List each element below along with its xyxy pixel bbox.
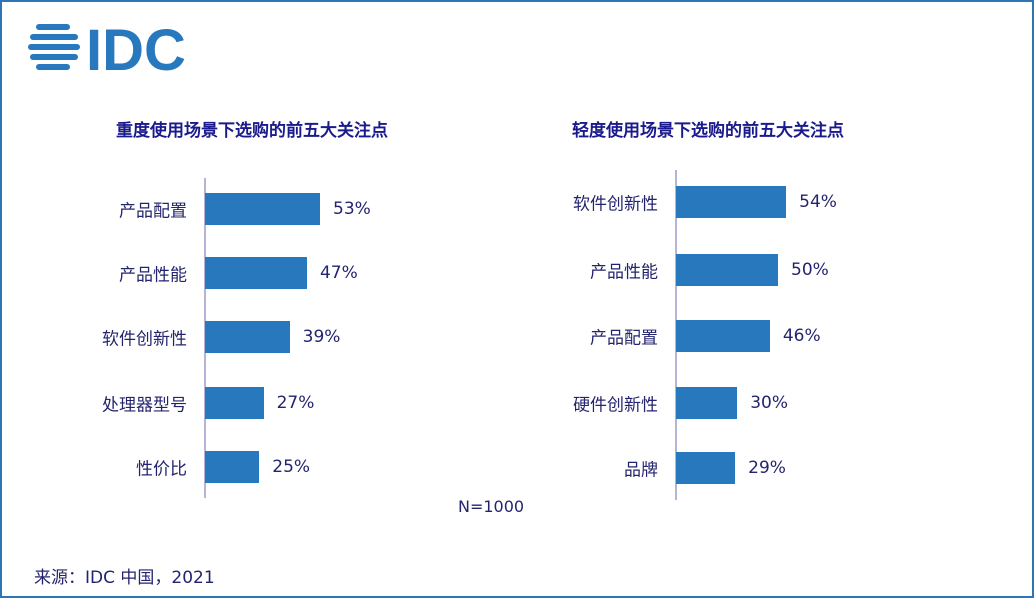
- left-chart-title: 重度使用场景下选购的前五大关注点: [116, 121, 388, 141]
- category-label: 产品性能: [590, 262, 658, 283]
- category-label: 软件创新性: [102, 329, 187, 350]
- data-label: 39%: [302, 327, 341, 347]
- bar: [676, 387, 738, 419]
- sample-size-note: N=1000: [458, 497, 525, 516]
- bar: [205, 257, 307, 289]
- category-label: 处理器型号: [102, 395, 187, 416]
- svg-text:IDC: IDC: [86, 22, 186, 74]
- data-label: 30%: [750, 393, 788, 413]
- data-label: 50%: [791, 260, 829, 280]
- category-label: 产品配置: [119, 201, 187, 222]
- bar: [676, 186, 787, 218]
- bar: [205, 387, 264, 419]
- right-chart-title: 轻度使用场景下选购的前五大关注点: [572, 121, 844, 141]
- data-label: 54%: [799, 192, 837, 212]
- category-label: 产品性能: [119, 265, 187, 286]
- bar: [676, 320, 770, 352]
- bar: [205, 193, 320, 225]
- category-label: 品牌: [624, 460, 658, 481]
- category-label: 产品配置: [590, 328, 658, 349]
- bar: [676, 452, 736, 484]
- bar: [205, 321, 290, 353]
- category-label: 性价比: [136, 459, 187, 480]
- bar: [676, 254, 778, 286]
- bar: [205, 451, 260, 483]
- data-label: 46%: [782, 326, 821, 346]
- data-label: 29%: [748, 458, 786, 478]
- data-label: 47%: [319, 263, 358, 283]
- idc-logo: IDC: [28, 22, 186, 74]
- source-note: 来源：IDC 中国，2021: [34, 568, 215, 588]
- category-label: 软件创新性: [573, 194, 658, 215]
- category-label: 硬件创新性: [573, 395, 658, 416]
- data-label: 25%: [272, 457, 311, 477]
- data-label: 53%: [333, 199, 371, 219]
- data-label: 27%: [276, 393, 315, 413]
